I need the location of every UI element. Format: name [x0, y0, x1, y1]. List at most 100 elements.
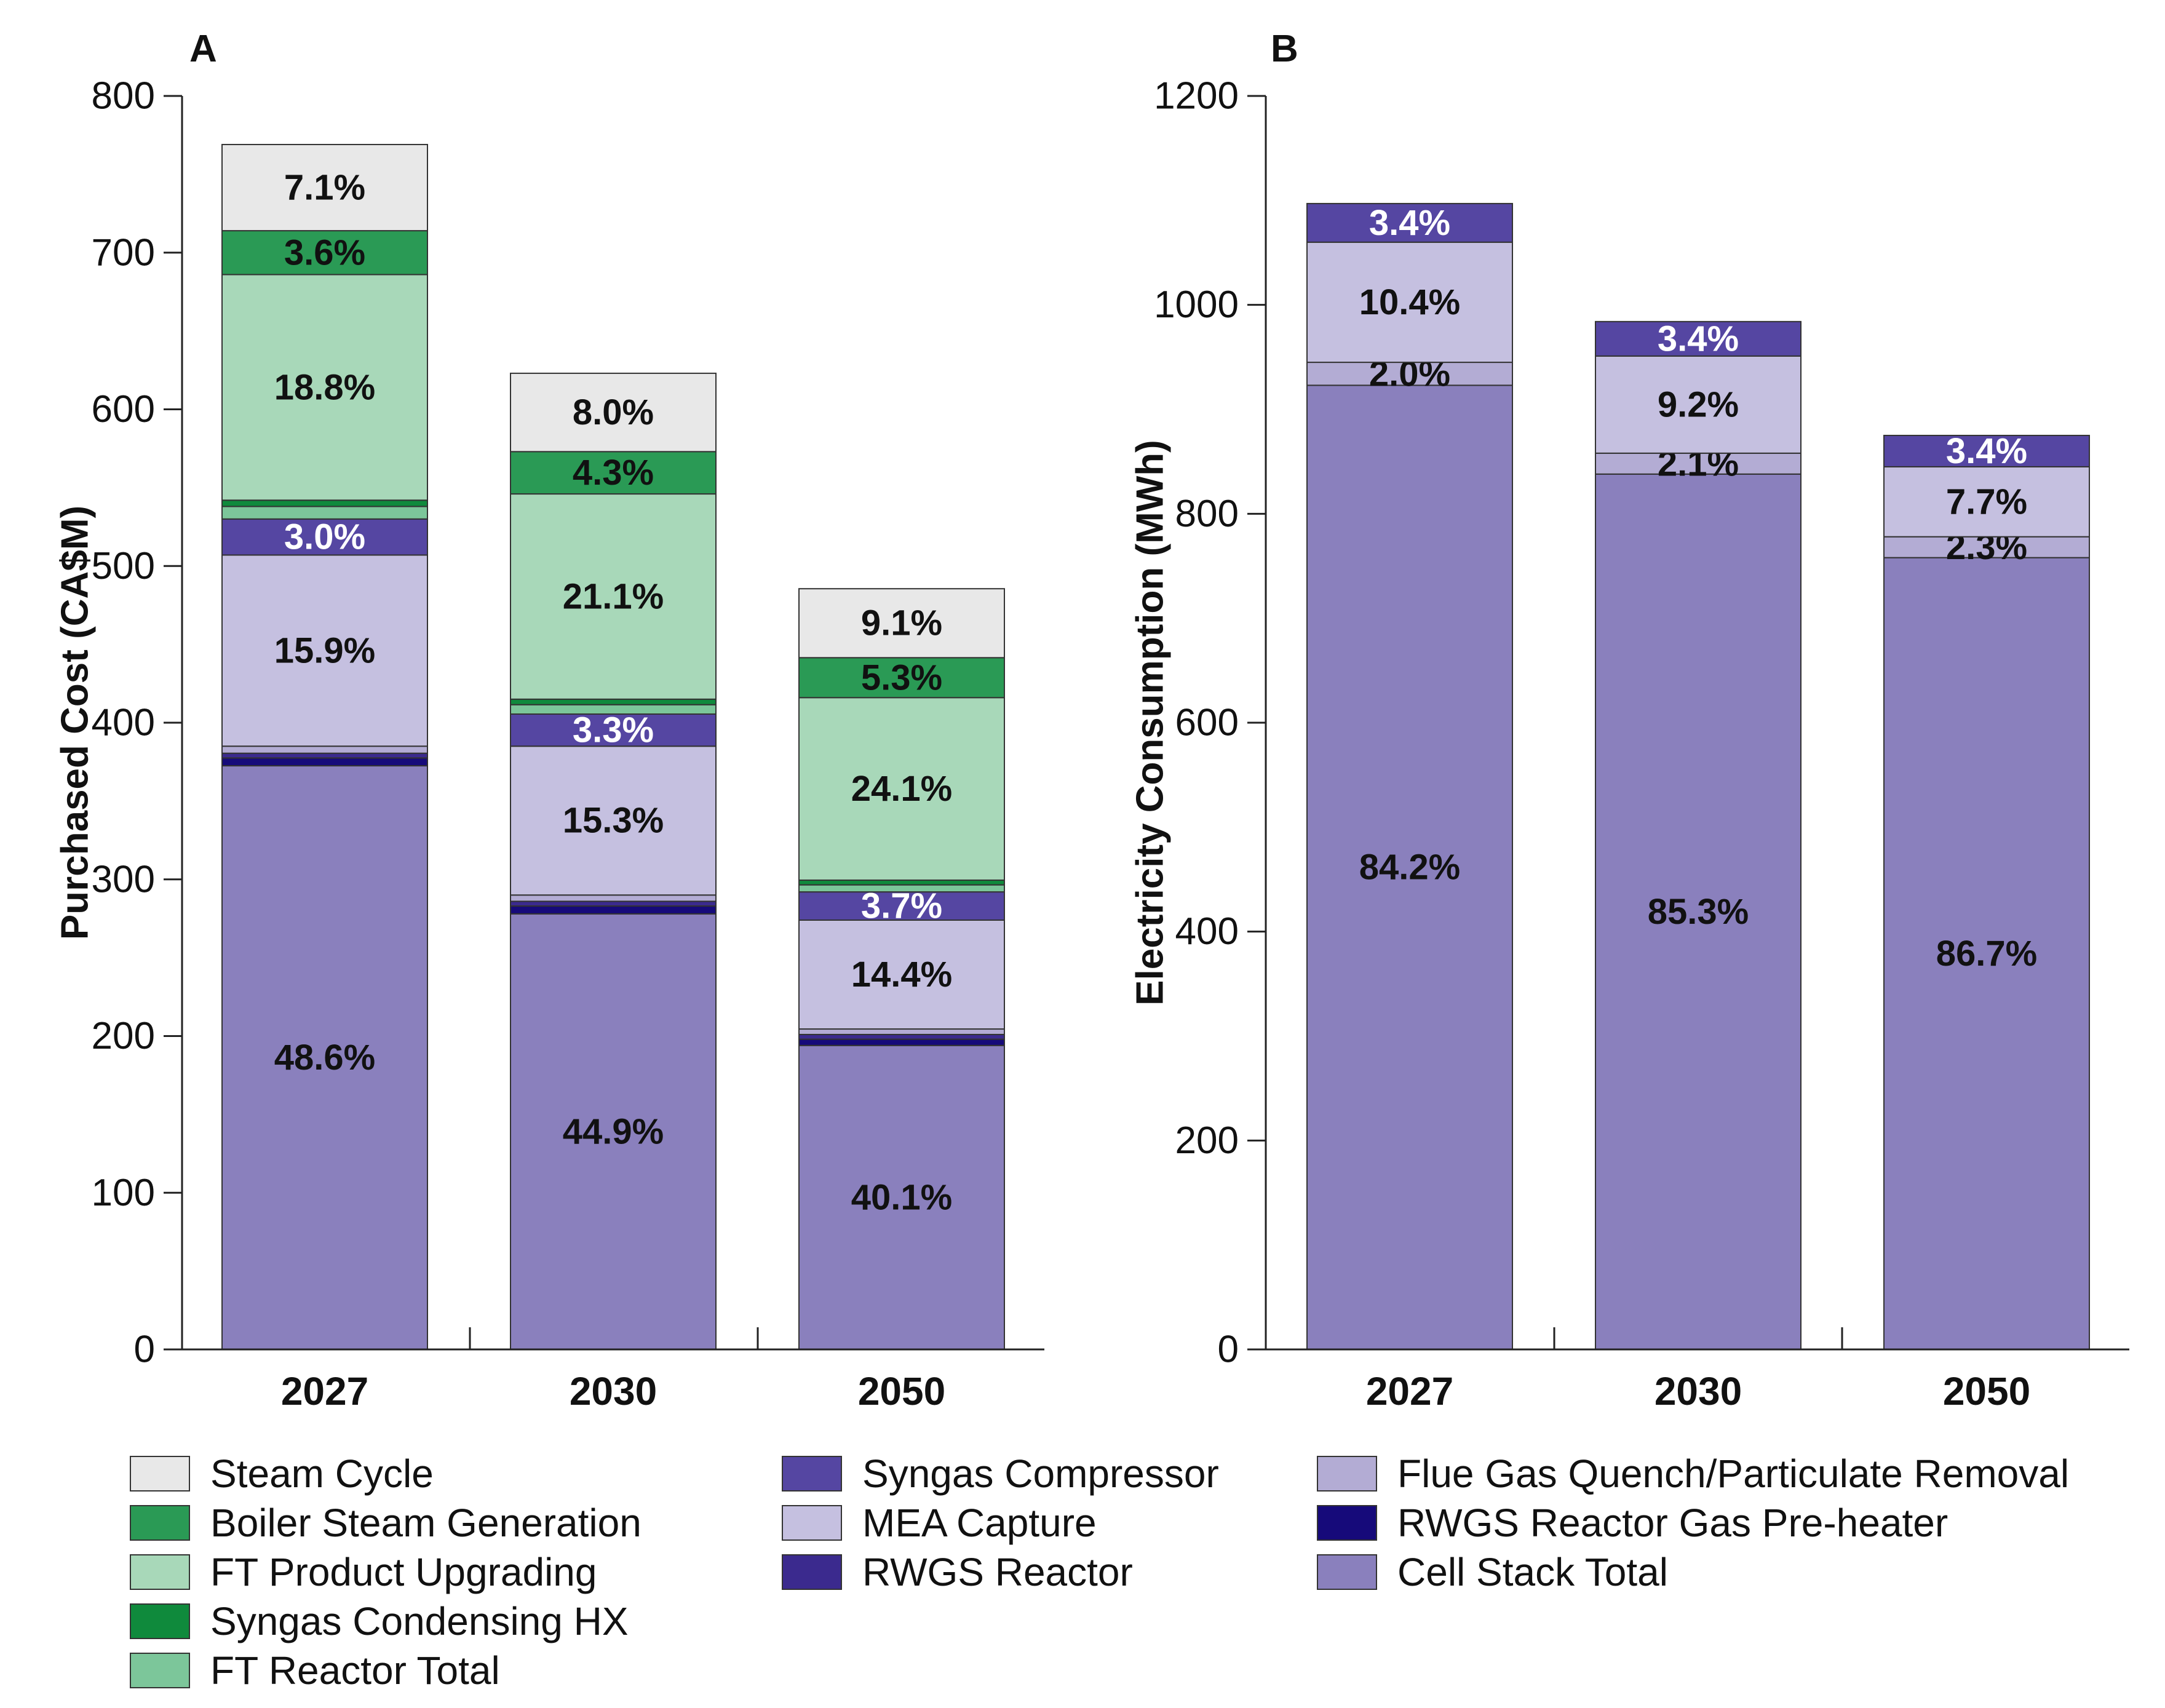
- y-tick-label-b-1000: 1000: [1154, 284, 1239, 326]
- bar-segment-a-2050-flue_gas_quench: [798, 1028, 1005, 1035]
- panel-b-electricity-consumption-chart: 84.2%2.0%10.4%3.4%85.3%2.1%9.2%3.4%86.7%…: [1129, 75, 2129, 1413]
- bar-segment-b-2050-mea_capture: [1883, 466, 2090, 538]
- bar-segment-a-2030-ft_reactor_total: [510, 704, 717, 715]
- bar-segment-a-2030-cell_stack_total: [510, 913, 717, 1351]
- bar-segment-a-2027-boiler_steam_generation: [221, 230, 428, 276]
- x-tick-label-a-2027: 2027: [281, 1369, 368, 1413]
- legend-label-boiler_steam_generation: Boiler Steam Generation: [210, 1501, 642, 1545]
- bar-segment-a-2030-flue_gas_quench: [510, 894, 717, 902]
- data-label-a-2030-steam_cycle: 8.0%: [573, 392, 654, 432]
- bar-segment-b-2030-mea_capture: [1595, 355, 1802, 454]
- panel-a-letter: A: [189, 28, 217, 70]
- bar-segment-a-2050-syngas_condensing_hx: [798, 880, 1005, 886]
- y-tick-label-a-800: 800: [92, 75, 155, 117]
- x-tick-label-b-2030: 2030: [1655, 1369, 1742, 1413]
- data-label-a-2050-mea_capture: 14.4%: [851, 955, 952, 995]
- legend-label-rwgs_preheater: RWGS Reactor Gas Pre-heater: [1397, 1501, 1948, 1545]
- bar-segment-a-2027-rwgs_reactor: [221, 752, 428, 759]
- bar-segment-a-2050-syngas_compressor: [798, 891, 1005, 921]
- data-label-a-2050-steam_cycle: 9.1%: [861, 603, 942, 643]
- legend-label-syngas_condensing_hx: Syngas Condensing HX: [210, 1599, 629, 1643]
- y-axis-title-a: Purchased Cost (CA$M): [54, 506, 97, 940]
- y-tick-label-a-600: 600: [92, 388, 155, 431]
- bar-segment-a-2030-rwgs_preheater: [510, 905, 717, 915]
- data-label-b-2050-mea_capture: 7.7%: [1946, 482, 2027, 522]
- bar-segment-a-2027-mea_capture: [221, 554, 428, 747]
- data-label-a-2050-boiler_steam_generation: 5.3%: [861, 657, 942, 697]
- legend-swatch-syngas_condensing_hx: [130, 1603, 190, 1639]
- y-tick-label-b-800: 800: [1175, 493, 1239, 535]
- bar-segment-a-2027-ft_product_upgrading: [221, 274, 428, 501]
- bar-segment-a-2027-flue_gas_quench: [221, 745, 428, 754]
- data-label-a-2050-cell_stack_total: 40.1%: [851, 1177, 952, 1217]
- bar-segment-b-2030-cell_stack_total: [1595, 473, 1802, 1351]
- bar-segment-b-2027-syngas_compressor: [1306, 202, 1513, 243]
- y-tick-label-b-200: 200: [1175, 1119, 1239, 1162]
- data-label-a-2030-syngas_compressor: 3.3%: [573, 710, 654, 750]
- data-label-b-2027-syngas_compressor: 3.4%: [1369, 203, 1450, 243]
- bar-segment-b-2027-mea_capture: [1306, 241, 1513, 363]
- data-label-a-2030-cell_stack_total: 44.9%: [563, 1111, 664, 1151]
- y-tick-label-a-200: 200: [92, 1015, 155, 1057]
- data-label-a-2027-cell_stack_total: 48.6%: [274, 1038, 375, 1078]
- legend-label-steam_cycle: Steam Cycle: [210, 1452, 434, 1496]
- data-label-b-2030-cell_stack_total: 85.3%: [1648, 892, 1749, 932]
- data-label-b-2050-syngas_compressor: 3.4%: [1946, 431, 2027, 471]
- bar-segment-a-2030-syngas_condensing_hx: [510, 698, 717, 705]
- bar-segment-a-2027-ft_reactor_total: [221, 506, 428, 520]
- y-tick-label-b-600: 600: [1175, 702, 1239, 744]
- legend-swatch-steam_cycle: [130, 1456, 190, 1492]
- data-label-a-2030-ft_product_upgrading: 21.1%: [563, 576, 664, 616]
- data-label-a-2050-syngas_compressor: 3.7%: [861, 886, 942, 926]
- panel-a-purchased-cost-chart: 48.6% 15.9% 3.0% 18.8% 3.6% 7.1% 44.9% 15.3% 3.3…: [54, 75, 1044, 1413]
- data-label-a-2030-mea_capture: 15.3%: [563, 801, 664, 841]
- legend-label-cell_stack_total: Cell Stack Total: [1397, 1550, 1668, 1594]
- data-label-b-2050-cell_stack_total: 86.7%: [1936, 934, 2037, 974]
- bar-segment-a-2027-syngas_compressor: [221, 518, 428, 556]
- data-label-a-2027-ft_product_upgrading: 18.8%: [274, 367, 375, 407]
- bar-segment-b-2027-cell_stack_total: [1306, 384, 1513, 1350]
- bar-segment-a-2050-boiler_steam_generation: [798, 657, 1005, 699]
- bar-segment-b-2050-flue_gas_quench: [1883, 536, 2090, 558]
- y-tick-label-a-500: 500: [92, 545, 155, 587]
- legend-swatch-rwgs_preheater: [1317, 1505, 1377, 1541]
- bar-segment-a-2050-ft_reactor_total: [798, 884, 1005, 893]
- legend-label-mea_capture: MEA Capture: [862, 1501, 1097, 1545]
- y-tick-label-a-700: 700: [92, 231, 155, 274]
- bar-segment-a-2027-steam_cycle: [221, 143, 428, 232]
- data-label-a-2050-ft_product_upgrading: 24.1%: [851, 769, 952, 809]
- y-axis-title-b: Electricity Consumption (MWh): [1129, 440, 1172, 1006]
- bar-segment-a-2030-rwgs_reactor: [510, 900, 717, 907]
- x-tick-label-b-2050: 2050: [1943, 1369, 2030, 1413]
- legend-swatch-mea_capture: [782, 1505, 842, 1541]
- y-tick-label-b-400: 400: [1175, 910, 1239, 953]
- legend-swatch-cell_stack_total: [1317, 1554, 1377, 1590]
- data-label-b-2027-cell_stack_total: 84.2%: [1359, 848, 1460, 888]
- y-tick-label-a-0: 0: [134, 1329, 155, 1371]
- x-tick-label-a-2050: 2050: [858, 1369, 945, 1413]
- legend-swatch-syngas_compressor: [782, 1456, 842, 1492]
- bar-segment-b-2030-flue_gas_quench: [1595, 452, 1802, 475]
- legend-label-rwgs_reactor: RWGS Reactor: [862, 1550, 1133, 1594]
- x-tick-label-a-2030: 2030: [570, 1369, 657, 1413]
- bar-segment-a-2030-steam_cycle: [510, 372, 717, 453]
- bar-segment-a-2050-rwgs_reactor: [798, 1033, 1005, 1040]
- legend-label-syngas_compressor: Syngas Compressor: [862, 1452, 1219, 1496]
- bar-segment-b-2050-syngas_compressor: [1883, 434, 2090, 467]
- bar-segment-a-2050-ft_product_upgrading: [798, 697, 1005, 881]
- y-tick-label-a-300: 300: [92, 858, 155, 900]
- bar-segment-a-2030-syngas_compressor: [510, 713, 717, 747]
- legend-swatch-ft_reactor_total: [130, 1653, 190, 1688]
- y-tick-label-a-100: 100: [92, 1172, 155, 1214]
- data-label-b-2030-syngas_compressor: 3.4%: [1658, 319, 1739, 359]
- bar-segment-a-2027-rwgs_preheater: [221, 757, 428, 767]
- legend-swatch-ft_product_upgrading: [130, 1554, 190, 1590]
- legend: Steam Cycle Boiler Steam Generation FT Pro…: [130, 1452, 2069, 1693]
- bar-segment-a-2030-mea_capture: [510, 745, 717, 896]
- bar-segment-a-2027-cell_stack_total: [221, 765, 428, 1350]
- legend-swatch-boiler_steam_generation: [130, 1505, 190, 1541]
- y-tick-label-a-400: 400: [92, 702, 155, 744]
- x-tick-label-b-2027: 2027: [1366, 1369, 1453, 1413]
- legend-label-ft_reactor_total: FT Reactor Total: [210, 1648, 500, 1693]
